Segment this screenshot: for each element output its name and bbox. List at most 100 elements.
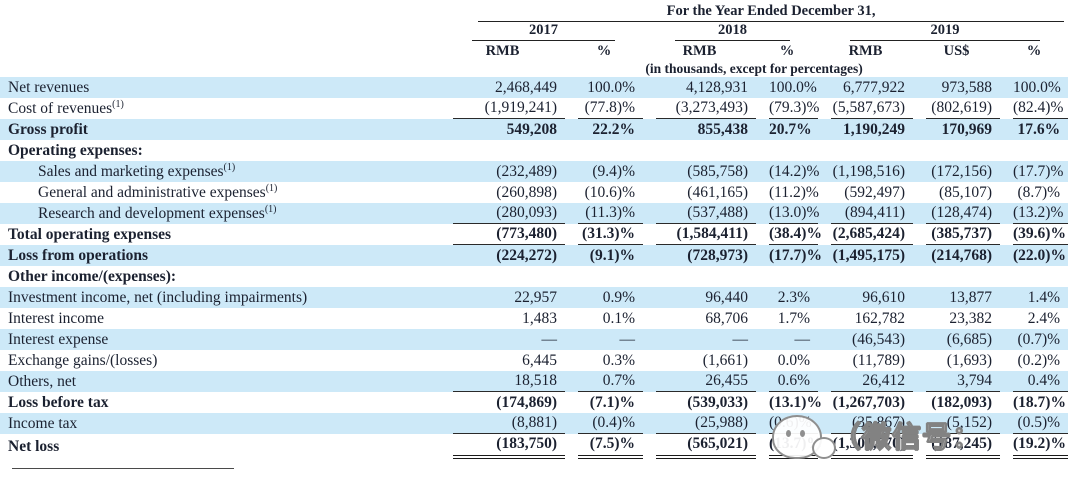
cell-value: 0.3%: [602, 351, 635, 369]
year-2018: 2018: [675, 22, 790, 41]
row-label: Others, net: [8, 372, 77, 390]
cell-value: (894,411): [818, 203, 913, 224]
cell-value: 26,412: [818, 371, 913, 392]
cell-value: (592,497): [844, 183, 905, 201]
table-row: Other income/(expenses):: [0, 266, 1068, 287]
cell-value: 0.1%: [602, 309, 635, 327]
row-label: General and administrative expenses(1): [38, 182, 278, 202]
col-2018-pct: %: [779, 43, 795, 59]
cell-value: —: [794, 330, 811, 348]
table-row: Net loss (183,750) (7.5)% (565,021) (13.7)%(…: [0, 434, 1069, 459]
cell-value: (172,156): [931, 162, 992, 180]
table-row: Sales and marketing expenses(1) (232,489)…: [0, 161, 1069, 182]
row-label: Loss from operations: [8, 246, 149, 264]
row-label: Cost of revenues(1): [8, 98, 124, 118]
cell-value: (773,480): [440, 224, 565, 245]
footnote-ref: (1): [265, 182, 278, 194]
cell-value: (128,474): [913, 203, 1000, 224]
cell-value: (0.5)%: [1000, 413, 1069, 434]
cell-value: [440, 266, 565, 287]
cell-value: (13.7)%: [756, 434, 822, 459]
col-2017-rmb: RMB: [485, 43, 520, 59]
year-2017: 2017: [472, 22, 615, 41]
cell-value: (1,584,411): [643, 224, 756, 245]
row-label: Other income/(expenses):: [8, 267, 177, 285]
header-year-row: 2017 2018 2019: [0, 22, 1068, 41]
table-row: Others, net 18,518 0.7% 26,455 0.6% 26,412 3,7…: [0, 371, 1069, 392]
cell-value: 2.3%: [777, 288, 810, 306]
cell-value: (537,488): [643, 203, 756, 224]
cell-value: (14.2)%: [769, 162, 820, 180]
header-spacer: [0, 0, 440, 22]
cell-value: (0.4)%: [565, 413, 643, 434]
cell-value: 549,208: [506, 120, 557, 138]
cell-value: (260,898): [496, 183, 557, 201]
cell-value: (461,165): [687, 183, 748, 201]
cell-value: —: [619, 330, 636, 348]
row-label: Gross profit: [8, 120, 88, 138]
table-row: Total operating expenses (773,480) (31.3)%…: [0, 224, 1069, 245]
cell-value: [913, 266, 1000, 287]
cell-value: (77.8)%: [565, 98, 643, 119]
cell-value: (183,750): [440, 434, 565, 459]
cell-value: [643, 266, 756, 287]
table-row: Loss before tax (174,869) (7.1)% (539,033) (…: [0, 392, 1068, 413]
cell-value: (182,093): [931, 393, 992, 411]
cell-value: (82.4)%: [1000, 98, 1069, 119]
cell-value: 96,440: [705, 288, 748, 306]
cell-value: (9.4)%: [592, 162, 635, 180]
cell-value: (187,245): [913, 434, 1000, 459]
col-2017-pct: %: [596, 43, 612, 59]
cell-value: (1,198,516): [832, 162, 905, 180]
cell-value: [440, 140, 565, 161]
cell-value: 100.0%: [587, 78, 635, 96]
cell-value: (38.4)%: [756, 224, 822, 245]
row-label: Net revenues: [8, 78, 90, 96]
row-label: Research and development expenses(1): [38, 203, 277, 223]
header-spacer: [0, 41, 440, 60]
cell-value: (13.0)%: [756, 203, 819, 224]
cell-value: (22.0)%: [1013, 246, 1066, 264]
table-row: Operating expenses:: [0, 140, 1068, 161]
cell-value: 6,445: [522, 351, 557, 369]
footnote-separator: [12, 468, 234, 469]
cell-value: 1.4%: [1027, 288, 1061, 306]
cell-value: (385,737): [913, 224, 1000, 245]
footnote-ref: (1): [112, 98, 124, 110]
table-row: Exchange gains/(losses) 6,445 0.3% (1,661) 0…: [0, 350, 1068, 371]
header-title-row: For the Year Ended December 31,: [0, 0, 1068, 22]
cell-value: 68,706: [705, 309, 748, 327]
cell-value: [913, 140, 1000, 161]
cell-value: 26,455: [643, 371, 756, 392]
row-label: Interest income: [8, 309, 104, 327]
table-row: Cost of revenues(1) (1,919,241) (77.8)% (3,…: [0, 98, 1069, 119]
col-2019-pct: %: [1026, 43, 1042, 59]
cell-value: 96,610: [862, 288, 905, 306]
cell-value: 0.6%: [756, 371, 818, 392]
income-statement-table: For the Year Ended December 31, 2017 201…: [0, 0, 1069, 459]
cell-value: [756, 266, 818, 287]
cell-value: 0.9%: [602, 288, 635, 306]
row-label: Net loss: [8, 437, 60, 455]
header-note-row: (in thousands, except for percentages): [0, 60, 1068, 77]
cell-value: 100.0%: [769, 78, 817, 96]
cell-value: (585,758): [687, 162, 748, 180]
cell-value: [1000, 266, 1068, 287]
cell-value: (0.7)%: [1017, 330, 1061, 348]
cell-value: (39.6)%: [1000, 224, 1069, 245]
cell-value: 23,382: [949, 309, 992, 327]
cell-value: (214,768): [931, 246, 992, 264]
cell-value: (539,033): [687, 393, 748, 411]
cell-value: 2,468,449: [495, 78, 557, 96]
cell-value: (35,867): [818, 413, 913, 434]
cell-value: (17.7)%: [1013, 162, 1064, 180]
cell-value: 170,969: [941, 120, 992, 138]
header-spacer: [0, 60, 440, 77]
cell-value: (5,587,673): [818, 98, 913, 119]
row-label: Operating expenses:: [8, 141, 143, 159]
cell-value: [1000, 140, 1068, 161]
cell-value: (7.5)%: [565, 434, 643, 459]
row-label: Sales and marketing expenses(1): [38, 161, 236, 181]
cell-value: (8.7)%: [1017, 183, 1061, 201]
cell-value: (8,881): [440, 413, 565, 434]
